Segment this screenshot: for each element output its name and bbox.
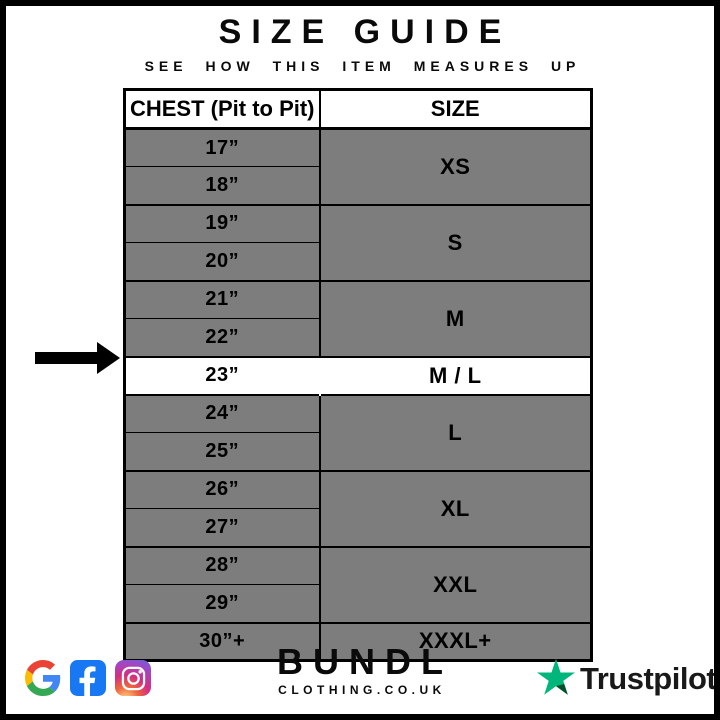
arrow-head [97, 342, 120, 374]
table-row: 17” XS [124, 127, 592, 205]
table-row: 28” XXL [124, 545, 592, 623]
chest-value-cell: 18” [124, 166, 320, 205]
trustpilot-wordmark: Trustpilot [580, 661, 717, 696]
table-row: 27” [124, 508, 592, 547]
right-arrow-icon [35, 342, 120, 374]
size-value-cell: XL [318, 469, 592, 547]
facebook-icon [70, 660, 106, 696]
size-value-cell: XXXL+ [318, 621, 592, 661]
chest-value-cell: 26” [124, 469, 320, 509]
page-subtitle: SEE HOW THIS ITEM MEASURES UP [144, 58, 581, 74]
chest-value-cell: 20” [124, 242, 320, 281]
size-value-cell: M [318, 279, 592, 357]
trustpilot-star-icon [537, 658, 575, 700]
brand-domain: CLOTHING.CO.UK [278, 683, 446, 697]
size-table: CHEST (Pit to Pit) SIZE 17” XS 18” 19” S 20” 2… [123, 88, 593, 662]
table-row: 25” [124, 432, 592, 471]
size-value-cell: M / L [318, 355, 592, 395]
chest-value-cell: 29” [124, 584, 320, 623]
instagram-icon [115, 660, 151, 696]
table-row: 24” L [124, 393, 592, 471]
table-row: 19” S [124, 203, 592, 281]
table-row: 26” XL [124, 469, 592, 547]
brand-name: BUNDL [277, 641, 453, 682]
table-row-highlighted: 23” M / L [124, 355, 592, 395]
size-value-cell: L [318, 393, 592, 471]
table-row: 30”+ XXXL+ [124, 621, 592, 661]
table-row: 22” [124, 318, 592, 357]
table-header-row: CHEST (Pit to Pit) SIZE [124, 89, 592, 130]
column-header-size: SIZE [318, 89, 592, 130]
arrow-shaft [35, 352, 98, 364]
chest-value-cell: 24” [124, 393, 320, 433]
size-value-cell: S [318, 203, 592, 281]
table-row: 20” [124, 242, 592, 281]
chest-value-cell: 17” [124, 127, 320, 167]
chest-value-cell: 25” [124, 432, 320, 471]
chest-value-cell: 28” [124, 545, 320, 585]
size-value-cell: XS [318, 127, 592, 205]
column-header-chest: CHEST (Pit to Pit) [124, 89, 320, 130]
table-row: 21” M [124, 279, 592, 357]
table-row: 29” [124, 584, 592, 623]
chest-value-cell: 23” [124, 355, 320, 395]
chest-value-cell: 21” [124, 279, 320, 319]
size-value-cell: XXL [318, 545, 592, 623]
google-icon [25, 660, 61, 696]
trustpilot-logo: Trustpilot [537, 658, 717, 700]
page-title: SIZE GUIDE [218, 13, 512, 51]
chest-value-cell: 27” [124, 508, 320, 547]
chest-value-cell: 30”+ [124, 621, 320, 661]
social-icons [25, 660, 151, 696]
brand-logo: BUNDL CLOTHING.CO.UK [0, 641, 720, 697]
chest-value-cell: 19” [124, 203, 320, 243]
size-table-body: 17” XS 18” 19” S 20” 21” M 22” 23” M / L 24” L 25” 26”… [124, 127, 592, 661]
chest-value-cell: 22” [124, 318, 320, 357]
